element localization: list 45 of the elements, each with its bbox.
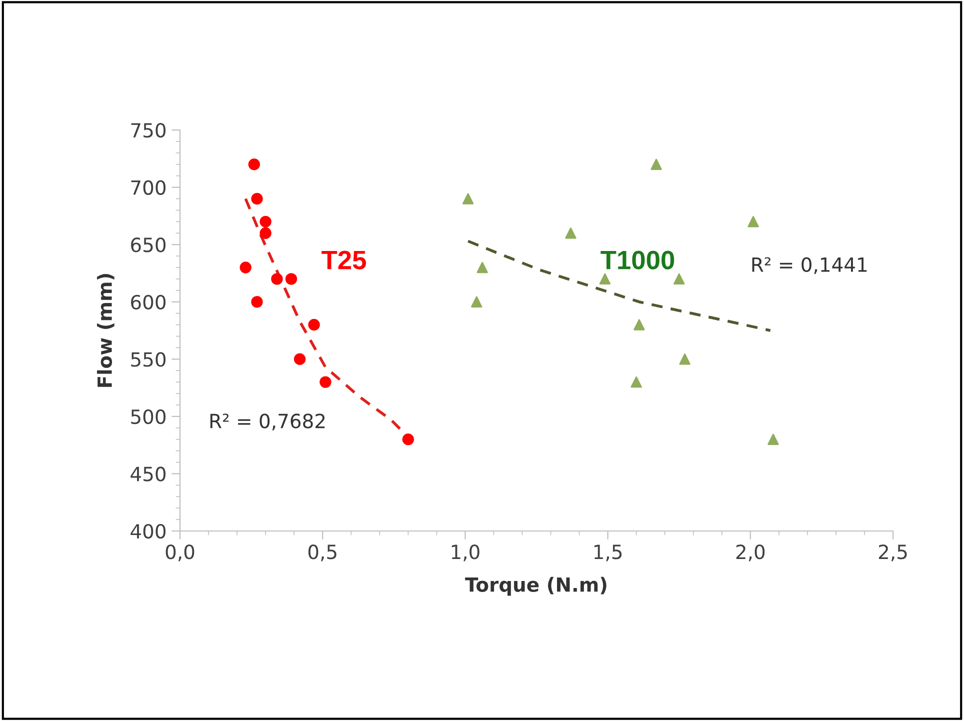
point: [251, 296, 263, 308]
point: [260, 216, 272, 228]
y-tick-label: 550: [131, 352, 166, 367]
x-tick-label: 2,5: [878, 544, 907, 562]
point: [308, 318, 320, 331]
x-tick-label: 1,0: [452, 544, 480, 562]
y-tick-label: 700: [131, 180, 166, 195]
point: [748, 216, 759, 228]
point: [402, 434, 414, 446]
y-tick-label: 450: [130, 466, 166, 482]
annotation: R² = 0,7682: [210, 414, 325, 430]
point: [260, 227, 272, 239]
point: [634, 319, 645, 330]
point: [251, 192, 263, 205]
point: [650, 158, 662, 170]
y-tick-label: 400: [130, 524, 166, 539]
y-tick-label: 650: [131, 238, 166, 252]
point: [294, 353, 306, 365]
point: [673, 273, 685, 285]
point: [285, 273, 298, 285]
point: [471, 296, 482, 308]
annotation: R² = 0,1441: [752, 257, 867, 274]
point: [248, 158, 260, 170]
point: [476, 262, 488, 274]
point: [768, 434, 779, 445]
point: [599, 273, 611, 285]
x-axis-title: Torque (N.m): [465, 576, 606, 596]
point: [462, 193, 474, 204]
x-tick-label: 0,0: [166, 544, 194, 562]
line-series: [466, 240, 772, 332]
series-label: T25: [322, 250, 366, 270]
point: [565, 228, 576, 239]
x-tick-label: 2,0: [736, 544, 765, 562]
point: [630, 376, 642, 388]
y-tick-label: 600: [131, 294, 166, 310]
y-tick-label: 750: [131, 122, 166, 138]
y-axis-title: Flow (mm): [96, 274, 114, 387]
y-tick-label: 500: [131, 409, 166, 424]
point: [271, 273, 283, 285]
x-tick-label: 1,5: [594, 544, 622, 562]
point: [240, 262, 252, 274]
point: [679, 354, 690, 365]
x-tick-label: 0,5: [308, 544, 336, 562]
point: [320, 376, 332, 388]
series-label: T1000: [600, 250, 674, 270]
